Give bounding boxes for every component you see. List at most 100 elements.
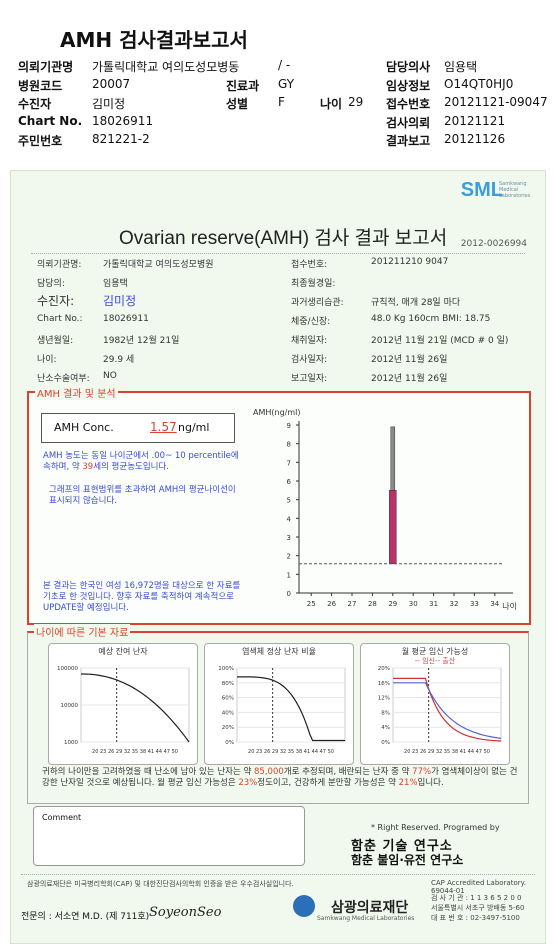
y-tick-label: 20% [378,666,390,672]
info-value: 18026911 [103,314,149,324]
header-value: 가톨릭대학교 여의도성모병동 [92,60,240,74]
analysis-text-2: 세의 평균농도입니다. [93,462,170,472]
chart-xlabel: 나이 [502,601,517,611]
result-analysis-box: AMH 결과 및 분석 AMH Conc. 1.57 ng/ml AMH 농도는… [27,385,531,625]
y-tick-label: 80% [222,681,234,687]
curve [237,676,345,742]
x-tick-label: 33 [470,600,479,608]
x-tick-labels: 20 23 26 29 32 35 38 41 44 47 50 [92,749,178,755]
amh-conc-box: AMH Conc. 1.57 ng/ml [41,413,235,443]
x-tick-label: 29 [388,600,397,608]
signer: 전문의 : 서소연 M.D. (제 711호) [21,912,150,922]
x-tick-labels: 20 23 26 29 32 35 38 41 44 47 50 [248,749,334,755]
info-value: 201211210 9047 [371,257,449,267]
x-tick-label: 31 [429,600,438,608]
rights-text: * Right Reserved. Programed by [371,823,500,832]
curve [393,682,502,739]
info-label: 나이: [37,355,57,365]
info-value: 규칙적, 매개 28일 마다 [371,298,461,308]
cap-text: CAP Accredited Laboratory. 69044-01 [431,879,526,895]
age-reference-section: 나이에 따른 기본 자료 예상 잔여 난자 100000 10000 1000 20 … [27,624,529,804]
header-value: / - [278,58,291,72]
y-tick-label: 8% [381,710,390,716]
header-label: Chart No. [18,113,83,128]
header-value: 김미정 [92,97,126,111]
summary-e: 입니다. [417,778,444,788]
lab-name-2: 함춘 불임·유전 연구소 [351,853,464,867]
info-value: 김미정 [103,294,137,308]
header-label: 접수번호 [386,97,431,111]
info-label: 생년월일: [37,336,74,346]
header-value: 임용택 [444,60,478,74]
data-footnote: 본 결과는 한국인 여성 16,972명을 대상으로 한 자료를 기초로 한 것… [43,581,241,613]
header-label: 검사의뢰 [386,115,431,130]
info-value: 2012년 11월 21일 (MCD # 0 일) [371,336,509,346]
summary-c: 가 염색체이상이 없는 건강한 난자일 것으로 예상됩니다. 월 평균 임신 가… [42,767,518,788]
contact-1: 검 사 기 관 : 1 1 3 6 5 2 0 0 [431,894,522,902]
header-label: 성별 [226,97,249,111]
mini-chart-pregnancy-title: 월 평균 임신 가능성 [401,647,469,656]
mini-chart-pregnancy: 월 평균 임신 가능성 -- 임신-- 출산 20% 16% 12% 8% 4% 0% 20… [360,643,510,765]
summary-d: 정도이고, 건강하게 분만할 가능성은 약 [257,778,396,788]
header-label: 결과보고 [386,134,431,148]
amh-unit: ng/ml [178,421,210,434]
info-label: 난소수술여부: [37,374,90,384]
page-title: AMH 검사결과보고서 [60,28,248,52]
info-label: 의뢰기관명: [37,260,82,270]
info-label: 채취일자: [291,336,328,346]
header-value: GY [278,76,295,91]
foundation-name: 삼광의료재단 [331,900,409,916]
info-value: 가톨릭대학교 여의도성모병원 [103,260,214,270]
y-tick-label: 20% [222,725,234,731]
curve [81,673,190,743]
x-tick-label: 30 [409,600,418,608]
sml-logo-subtitle: Samkwang Medical Laboratories [499,181,531,199]
y-tick-label: 2 [287,553,291,561]
y-tick-label: 3 [287,534,291,542]
x-tick-label: 34 [490,600,499,608]
y-tick-label: 7 [287,459,291,467]
summary-text: 귀하의 나이만을 고려하였을 때 난소에 남아 있는 난자는 약 85,000개… [42,767,522,789]
plot-frame [236,667,346,743]
divider [31,253,525,254]
info-value: 2012년 11월 26일 [371,374,448,384]
header-value: 821221-2 [92,132,150,146]
mini-chart-pregnancy-plot: 20% 16% 12% 8% 4% 0% 20 23 26 29 32 35 38 41 4… [378,666,502,755]
header-value: 20121121 [444,113,506,128]
y-tick-label: 60% [222,696,234,702]
signature: SoyeonSeo [149,905,222,920]
y-tick-label: 0% [381,740,390,746]
amh-value: 1.57 [150,420,177,434]
result-section-label: AMH 결과 및 분석 [35,385,118,400]
x-tick-label: 32 [450,600,459,608]
header-label: 진료과 [226,78,260,93]
y-tick-label: 1000 [64,740,78,746]
header-label: 임상정보 [386,78,431,93]
summary-b: 개로 추정되며, 배란되는 난자 중 약 [283,767,410,777]
header-label: 수진자 [18,97,52,111]
y-tick-label: 1 [287,571,291,579]
x-tick-labels: 20 23 26 29 32 35 38 41 44 47 50 [404,749,490,755]
info-label: 수진자: [37,294,75,308]
summary-pct3: 21% [398,778,418,788]
header-value: 20007 [92,76,131,91]
info-value: NO [103,371,117,381]
y-tick-label: 4 [287,515,292,523]
y-tick-label: 40% [222,710,234,716]
info-label: 보고일자: [291,374,328,384]
report-title: Ovarian reserve(AMH) 검사 결과 보고서 [119,228,448,249]
x-tick-label: 26 [327,600,336,608]
y-tick-label: 100000 [57,666,78,672]
x-tick-label: 25 [307,600,316,608]
analysis-age: 39 [82,462,94,472]
header-label: 나이 [320,97,343,111]
header-label: 의뢰기관명 [18,60,74,74]
x-tick-label: 27 [348,600,357,608]
plot-frame [392,667,502,743]
header-value: O14QT0HJ0 [444,76,514,91]
header-label: 담당의사 [386,60,431,74]
header-label: 병원코드 [18,78,63,93]
info-value: 2012년 11월 26일 [371,355,448,365]
header-value: 20121121-09047 [444,95,548,109]
sml-logo: SML [460,179,503,201]
